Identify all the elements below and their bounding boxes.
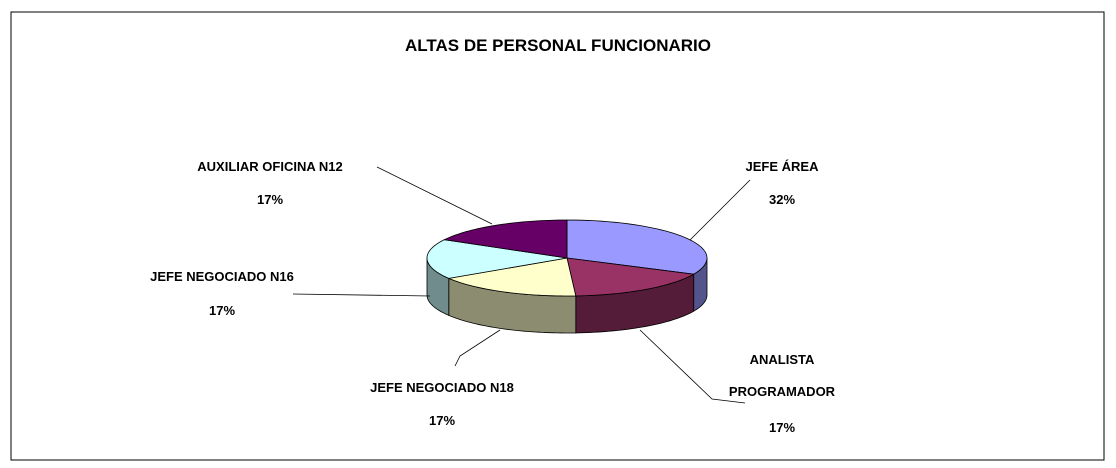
slice-value-label: 32% — [768, 192, 796, 207]
pie-slice — [426, 239, 568, 279]
slice-label: JEFE NEGOCIADO N18 — [370, 380, 514, 395]
leader-line — [292, 293, 431, 297]
pie-slice — [442, 219, 568, 259]
slice-label: AUXILIAR OFICINA N12 — [197, 159, 343, 174]
slice-value-label: 17% — [208, 303, 236, 318]
slice-value-label: 17% — [428, 413, 456, 428]
pie-slice — [566, 219, 708, 275]
slice-value-label: 17% — [256, 192, 284, 207]
slice-label: JEFE ÁREA — [745, 159, 819, 174]
slice-label: JEFE NEGOCIADO N16 — [150, 269, 294, 284]
leader-line — [376, 166, 493, 225]
leader-line — [454, 329, 501, 367]
slice-value-label: 17% — [768, 420, 796, 435]
chart-title: ALTAS DE PERSONAL FUNCIONARIO — [404, 36, 711, 55]
pie-slice — [447, 257, 577, 297]
leader-line — [689, 179, 751, 241]
slice-label: ANALISTA PROGRAMADOR — [728, 352, 836, 399]
leader-line — [639, 329, 746, 404]
pie-slice — [566, 257, 695, 297]
